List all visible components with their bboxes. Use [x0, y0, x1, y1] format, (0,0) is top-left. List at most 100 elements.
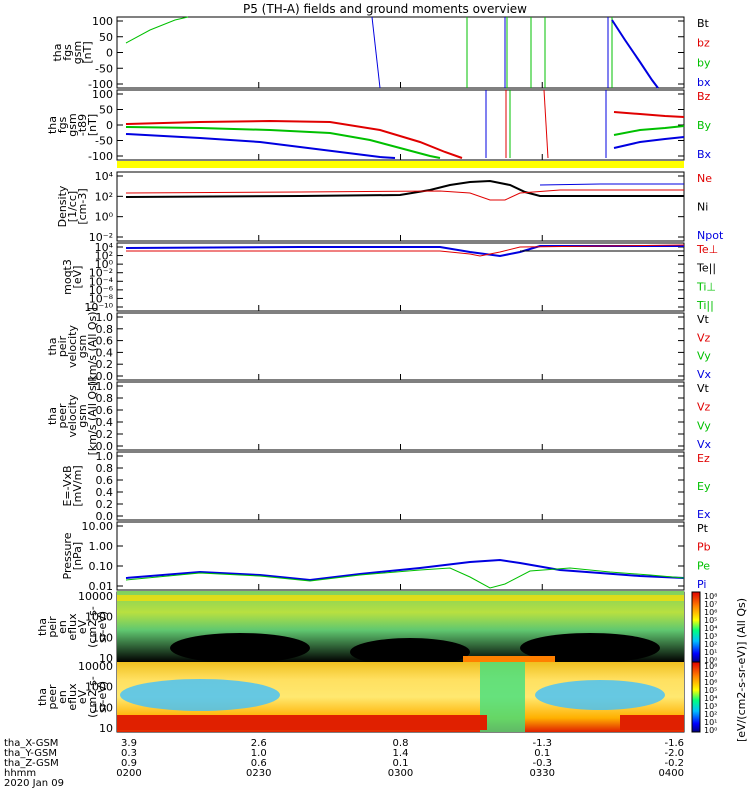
legend-entry: By	[697, 119, 712, 132]
y-tick-label: 0.0	[96, 440, 114, 453]
x-tick-value: -0.3	[532, 758, 552, 769]
legend-entry: Vz	[697, 401, 711, 414]
y-tick-label: 10⁻¹⁰	[84, 301, 113, 314]
legend-entry: Bz	[697, 90, 711, 103]
x-tick-value: 0.8	[393, 738, 409, 749]
y-tick-label: 10⁴	[95, 170, 114, 183]
y-axis-label-line: [km/s (All Qs)]	[86, 307, 99, 386]
y-axis-label-line: peir	[46, 616, 59, 638]
y-tick-label: 10⁰	[95, 211, 114, 224]
y-tick-label: -100	[88, 78, 113, 91]
y-axis-label-line: [1/cc]	[66, 191, 79, 222]
y-axis-label-line: (cm2-s-	[86, 606, 99, 648]
legend-entry: Ti⊥	[696, 280, 716, 293]
y-axis-label-line: en	[56, 690, 69, 704]
y-tick-label: -50	[95, 62, 113, 75]
legend-entry: Vx	[697, 438, 712, 451]
legend-entry: Te⊥	[696, 243, 718, 256]
y-axis-label-line: [cm-3]	[76, 188, 89, 224]
legend-entry: Ti||	[696, 299, 714, 312]
y-axis-label-line: tha	[46, 337, 59, 355]
y-tick-label: 0.01	[89, 580, 114, 593]
y-axis-label-line: eflux	[66, 613, 79, 641]
Pi-trace	[125, 558, 685, 582]
colorbar-tick: 10⁰	[704, 656, 717, 665]
y-tick-label: 0.4	[96, 486, 114, 499]
y-tick-label: 10	[99, 722, 113, 735]
x-tick-value: 1.4	[393, 748, 409, 759]
x-tick-value: -1.6	[664, 738, 684, 749]
By-trace	[125, 126, 441, 159]
y-axis-label-line: [mV/m]	[71, 465, 84, 506]
y-tick-label: 0	[106, 47, 113, 60]
legend-entry: Vt	[697, 382, 710, 395]
pressure-traces	[125, 558, 685, 589]
y-tick-label: 10⁴	[95, 241, 114, 254]
spectrogram-ion	[117, 591, 684, 666]
legend-entry: Vt	[697, 313, 710, 326]
legend-entry: Pi	[697, 578, 706, 591]
legend-entry: Vz	[697, 331, 711, 344]
y-axis-label-line: tha	[46, 407, 59, 425]
y-axis-label-line: fgs	[56, 116, 69, 133]
y-tick-label: 0.2	[96, 428, 114, 441]
Ni-trace	[125, 179, 684, 198]
y-tick-label: 0.0	[96, 370, 114, 383]
legend-entry: Vy	[697, 419, 711, 432]
y-tick-label: 10	[99, 652, 113, 665]
y-axis-label-line: tha	[36, 688, 49, 706]
y-tick-label: 10²	[95, 190, 113, 203]
y-axis-label-line: [nPa]	[71, 542, 84, 570]
y-axis-label-line: eV	[76, 689, 89, 704]
y-axis-label-line: [nT]	[86, 114, 99, 136]
y-tick-label: 10⁻²	[89, 231, 113, 244]
y-tick-label: 1.0	[96, 450, 114, 463]
panel-frame	[116, 451, 685, 521]
x-tick-value: 0.6	[251, 758, 267, 769]
x-row-label: tha_Z-GSM	[4, 758, 59, 769]
bx-drop-line	[371, 16, 381, 89]
y-axis-label-line: Density	[56, 185, 69, 227]
legend-entry: Ni	[697, 201, 708, 214]
y-axis-label-line: eflux	[66, 683, 79, 711]
panel-frame	[116, 171, 685, 242]
panel-frame	[116, 381, 685, 451]
y-axis-label-line: tha	[51, 43, 64, 61]
x-tick-value: 0.9	[121, 758, 137, 769]
legend-entry: bz	[697, 37, 710, 50]
y-tick-label: 0.4	[96, 416, 114, 429]
Npot-trace	[539, 183, 684, 186]
y-tick-label: -50	[95, 135, 113, 148]
y-axis-label-line: Pressure	[61, 532, 74, 579]
y-axis-label-line: sr-eV)	[96, 611, 109, 643]
y-tick-label: 0.4	[96, 346, 114, 359]
y-axis-label-line: tha	[36, 618, 49, 636]
x-tick-value: -1.3	[532, 738, 552, 749]
y-tick-label: 10000	[78, 590, 113, 603]
y-axis-label-line: sr-eV)	[96, 681, 109, 713]
y-axis-label-line: -t89	[76, 114, 89, 136]
colorbar-electron	[691, 661, 701, 733]
panel-frame	[116, 242, 685, 312]
by-trace	[125, 16, 189, 44]
colorbar-tick: 10⁴	[704, 694, 717, 703]
colorbar-tick: 10⁶	[704, 678, 717, 687]
panel-9: 10000 1000 100 10 thapeirenefluxeV(cm2-s-sr-…	[36, 590, 685, 665]
y-tick-label: 1.0	[96, 311, 114, 324]
y-axis-label-line: peer	[46, 684, 59, 710]
y-tick-label: -100	[88, 150, 113, 163]
y-axis-label-line: [km/s (All Qs)]	[86, 377, 99, 456]
x-row-label: hhmm	[4, 768, 36, 779]
x-tick-value: 2.6	[251, 738, 267, 749]
y-tick-label: 0.8	[96, 392, 114, 405]
colorbar-tick: 10⁴	[704, 624, 717, 633]
colorbar-tick: 10¹	[704, 718, 717, 727]
Bz-jump-4	[543, 89, 549, 159]
x-tick-value: 3.9	[121, 738, 137, 749]
legend-entry: bx	[697, 76, 711, 89]
y-tick-label: 100	[92, 701, 113, 714]
x-tick-value: 0200	[116, 768, 141, 779]
y-axis-label-line: [nT]	[81, 41, 94, 63]
